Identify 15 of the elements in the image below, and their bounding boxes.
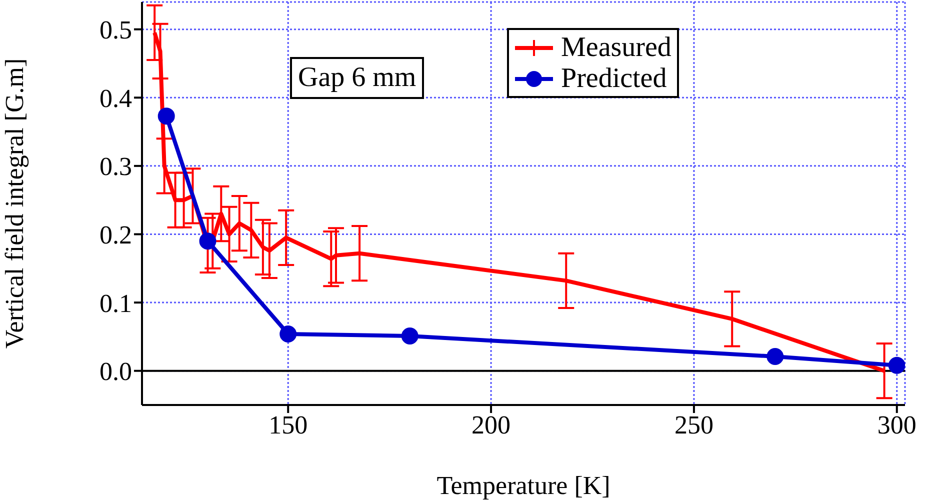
y-axis-title: Vertical field integral [G.m] (0, 58, 30, 349)
y-tick-label: 0.3 (100, 152, 132, 182)
x-tick-label: 300 (877, 410, 916, 440)
legend-label: Predicted (561, 63, 667, 94)
x-tick-label: 150 (268, 410, 308, 440)
legend-label: Measured (561, 32, 672, 63)
y-tick-label: 0.1 (100, 288, 132, 318)
x-axis-title: Temperature [K] (436, 471, 610, 500)
y-tick-label: 0.4 (100, 84, 132, 113)
y-tick-label: 0.2 (100, 220, 132, 250)
annotation: Gap 6 mm (290, 57, 424, 99)
x-tick-label: 250 (674, 410, 714, 440)
y-tick-label: 0.5 (100, 16, 132, 45)
y-tick-label: 0.0 (100, 357, 132, 386)
x-tick-label: 200 (472, 410, 511, 440)
